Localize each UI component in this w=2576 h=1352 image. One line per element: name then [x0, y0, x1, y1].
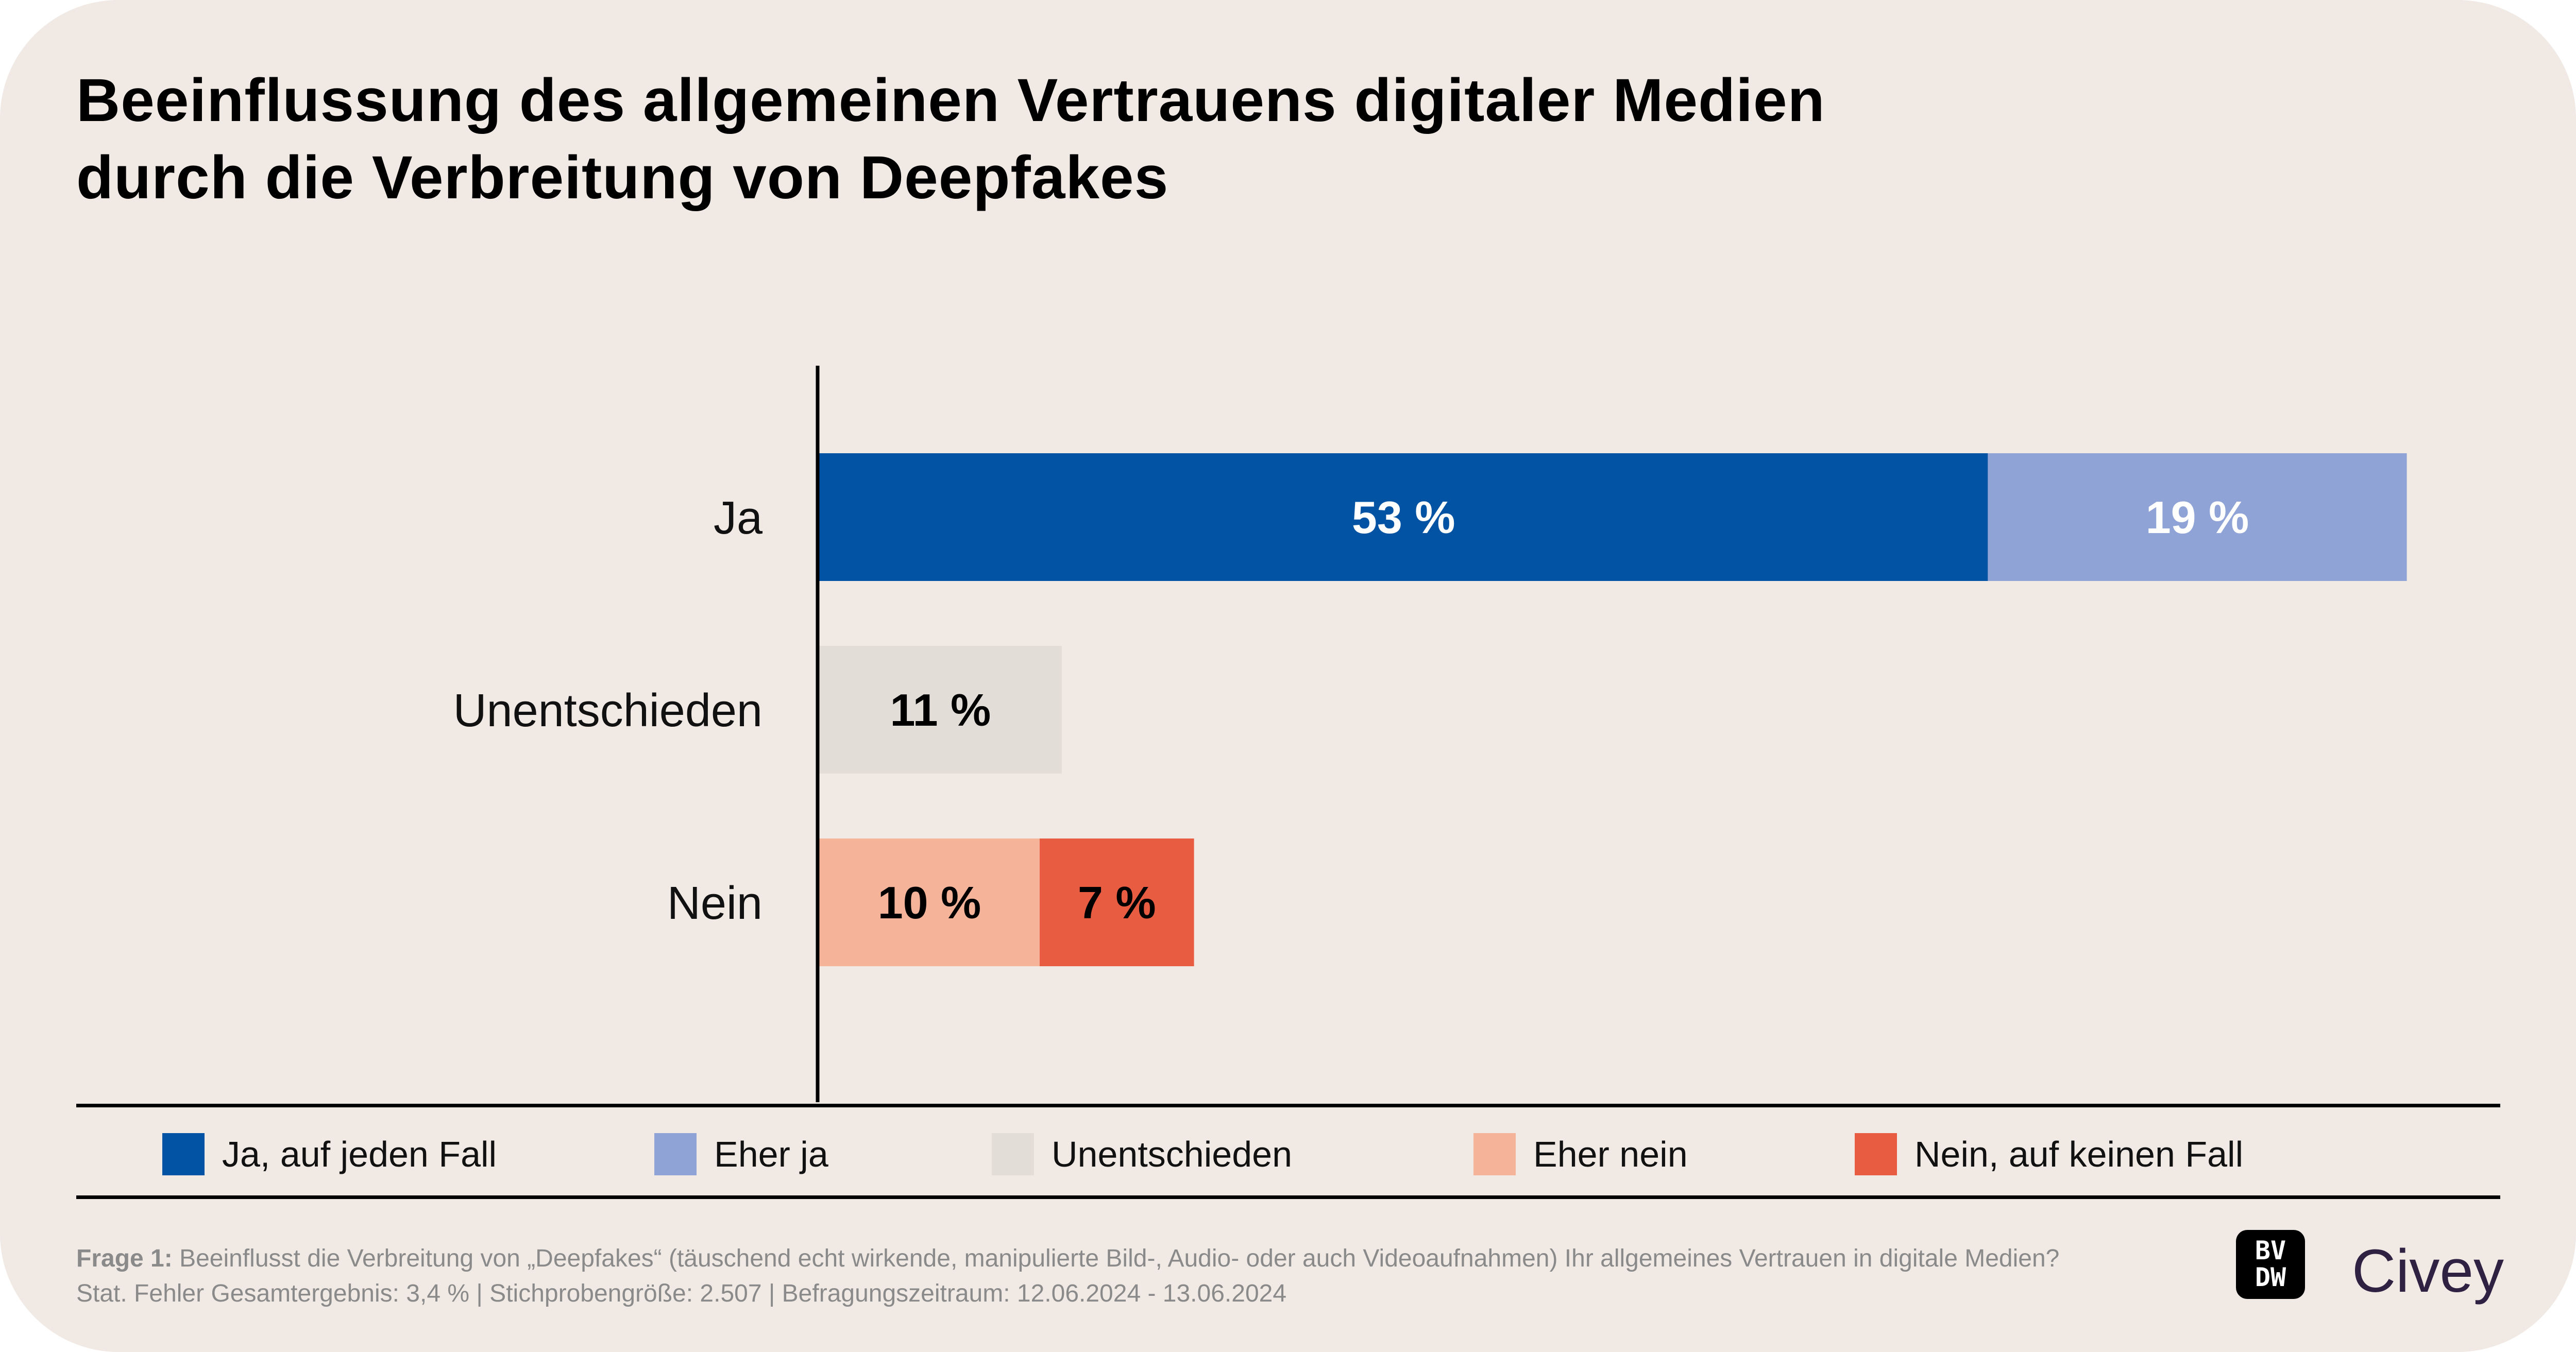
data-label: 19 %	[2146, 492, 2249, 543]
bvdw-logo-line2: DW	[2255, 1262, 2286, 1292]
bar-segment	[819, 838, 1040, 966]
civey-logo: Civey	[2352, 1237, 2504, 1305]
data-label: 10 %	[878, 877, 981, 928]
legend-swatch	[1855, 1133, 1897, 1175]
title-line-2: durch die Verbreitung von Deepfakes	[76, 144, 1169, 212]
question-text: Beeinflusst die Verbreitung von „Deepfak…	[179, 1245, 2060, 1272]
legend-item: Unentschieden	[992, 1133, 1292, 1175]
footer-note: Frage 1: Beeinflusst die Verbreitung von…	[76, 1241, 2059, 1311]
bar-segment	[1040, 838, 1194, 966]
legend-label: Eher nein	[1533, 1134, 1688, 1174]
legend-label: Unentschieden	[1052, 1134, 1292, 1174]
legend-swatch	[654, 1133, 697, 1175]
survey-stats: Stat. Fehler Gesamtergebnis: 3,4 % | Sti…	[76, 1280, 1287, 1307]
legend-swatch	[162, 1133, 205, 1175]
legend-swatch	[1473, 1133, 1516, 1175]
bar-segment	[819, 453, 1988, 581]
data-label: 11 %	[890, 684, 991, 735]
bar-segment	[1988, 453, 2407, 581]
legend-label: Ja, auf jeden Fall	[222, 1134, 497, 1174]
legend-label: Eher ja	[714, 1134, 828, 1174]
legend-item: Ja, auf jeden Fall	[162, 1133, 497, 1175]
legend: Ja, auf jeden Fall Eher ja Unentschieden Eh…	[76, 1104, 2500, 1199]
legend-item: Eher ja	[654, 1133, 828, 1175]
question-label: Frage 1:	[76, 1245, 173, 1272]
legend-swatch	[992, 1133, 1034, 1175]
category-label: Nein	[667, 878, 762, 929]
category-label: Ja	[714, 492, 763, 544]
category-label: Unentschieden	[453, 685, 762, 737]
legend-item: Nein, auf keinen Fall	[1855, 1133, 2243, 1175]
data-label: 53 %	[1352, 492, 1455, 543]
bar-segment	[819, 646, 1062, 774]
title-line-1: Beeinflussung des allgemeinen Vertrauens…	[76, 66, 1825, 134]
legend-label: Nein, auf keinen Fall	[1914, 1134, 2244, 1174]
data-label: 7 %	[1078, 877, 1156, 928]
bvdw-logo: BV DW	[2236, 1230, 2305, 1299]
chart-title: Beeinflussung des allgemeinen Vertrauens…	[76, 62, 1825, 216]
legend-item: Eher nein	[1473, 1133, 1688, 1175]
bvdw-logo-line1: BV	[2255, 1236, 2286, 1265]
